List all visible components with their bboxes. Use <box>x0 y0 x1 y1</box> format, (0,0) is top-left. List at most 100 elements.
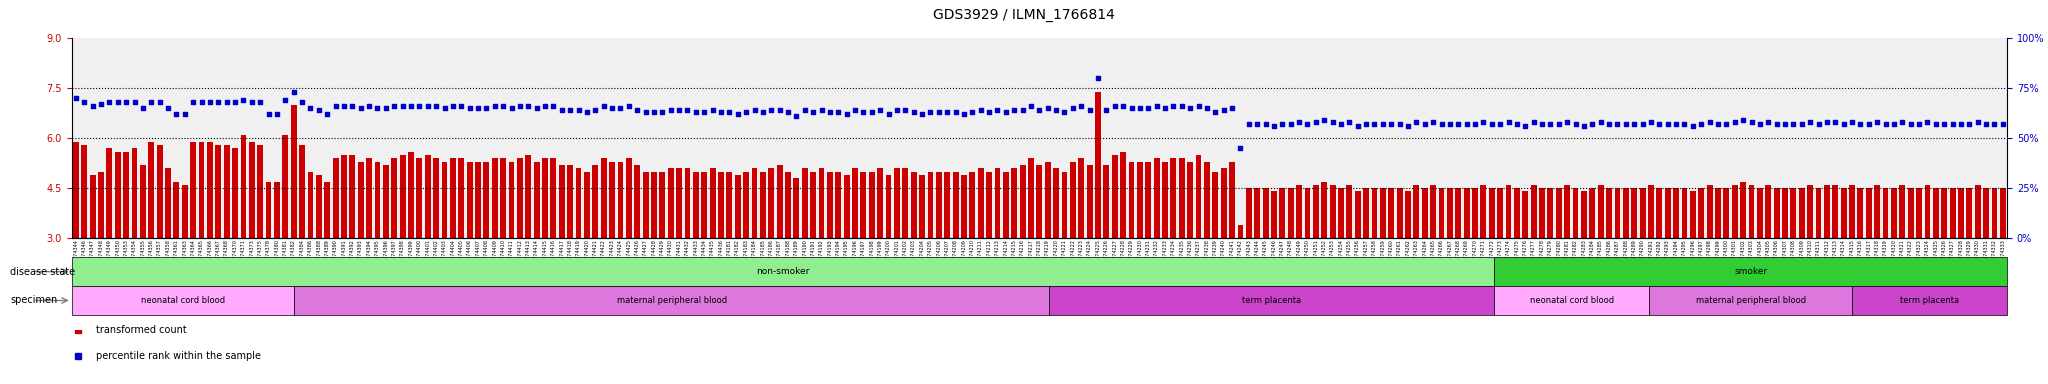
Bar <box>676 168 682 238</box>
Point <box>1819 119 1851 125</box>
Point <box>203 99 236 105</box>
Bar <box>2001 188 2005 238</box>
Bar <box>936 172 942 238</box>
Point <box>1081 75 1114 81</box>
Point <box>1626 121 1659 127</box>
Point <box>1450 121 1483 127</box>
Point <box>252 111 285 118</box>
Point <box>1133 105 1165 111</box>
Point <box>930 109 963 115</box>
Bar <box>952 172 958 238</box>
Point <box>1751 119 1784 125</box>
Point <box>696 107 729 113</box>
Point <box>1686 121 1718 127</box>
Bar <box>231 148 238 238</box>
Bar <box>1380 188 1386 238</box>
Bar <box>350 155 354 238</box>
Bar <box>944 172 950 238</box>
Point <box>276 89 309 95</box>
Bar <box>240 135 246 238</box>
Point <box>596 105 629 111</box>
Point <box>705 109 737 115</box>
Point <box>1659 121 1692 127</box>
Point <box>84 101 117 108</box>
Bar <box>1757 188 1763 238</box>
Point <box>1298 119 1331 125</box>
Point <box>1710 121 1743 127</box>
Bar <box>928 172 934 238</box>
Bar <box>215 145 221 238</box>
Bar <box>1522 192 1528 238</box>
Bar <box>803 168 807 238</box>
Point <box>537 103 569 109</box>
Point <box>1366 121 1399 127</box>
Point <box>1843 121 1876 127</box>
Bar <box>526 155 530 238</box>
Bar <box>307 172 313 238</box>
Bar <box>1364 188 1368 238</box>
Bar <box>1966 188 1972 238</box>
Bar <box>1397 188 1403 238</box>
Point <box>922 109 954 115</box>
Bar <box>1096 92 1102 238</box>
Bar <box>492 158 498 238</box>
Bar <box>1028 158 1034 238</box>
Bar <box>258 145 262 238</box>
Point <box>1651 121 1683 127</box>
Point <box>1542 121 1575 127</box>
Bar <box>332 158 338 238</box>
Point <box>377 103 410 109</box>
Bar <box>315 175 322 238</box>
Bar <box>1681 188 1688 238</box>
Point <box>1759 121 1794 127</box>
Bar <box>98 172 104 238</box>
Bar <box>1774 188 1780 238</box>
Point <box>1217 105 1249 111</box>
Point <box>1954 121 1987 127</box>
Point <box>1642 121 1675 127</box>
Point <box>1098 103 1130 109</box>
Point <box>1417 119 1450 125</box>
Point <box>1049 109 1081 115</box>
Point <box>1509 123 1542 129</box>
Bar <box>1548 188 1552 238</box>
Point <box>629 109 662 115</box>
Bar <box>535 162 539 238</box>
Bar <box>1212 172 1219 238</box>
Point <box>1006 107 1038 113</box>
Point <box>940 109 973 115</box>
Point <box>1290 121 1323 127</box>
Bar <box>174 182 180 238</box>
Point <box>395 103 428 109</box>
Bar <box>987 172 991 238</box>
Bar <box>1112 155 1118 238</box>
Point <box>973 109 1006 115</box>
Point <box>956 109 989 115</box>
Bar <box>1982 188 1989 238</box>
Point <box>227 97 260 103</box>
Bar <box>74 142 78 238</box>
Bar <box>416 158 422 238</box>
Bar <box>500 158 506 238</box>
Bar <box>1724 188 1729 238</box>
Text: neonatal cord blood: neonatal cord blood <box>1530 296 1614 305</box>
Point <box>1393 123 1425 129</box>
Point <box>1559 121 1591 127</box>
Bar <box>711 168 715 238</box>
Point <box>1206 107 1239 113</box>
Bar <box>1942 188 1948 238</box>
Bar <box>743 172 750 238</box>
Bar <box>123 152 129 238</box>
Bar <box>516 158 522 238</box>
Bar <box>659 172 666 238</box>
Bar <box>1825 185 1829 238</box>
Bar <box>752 168 758 238</box>
Bar <box>1958 188 1964 238</box>
Point <box>1794 119 1827 125</box>
Bar <box>811 172 815 238</box>
Point <box>571 109 604 115</box>
Bar <box>827 172 834 238</box>
Bar <box>266 182 272 238</box>
Bar <box>961 175 967 238</box>
Point <box>184 99 217 105</box>
